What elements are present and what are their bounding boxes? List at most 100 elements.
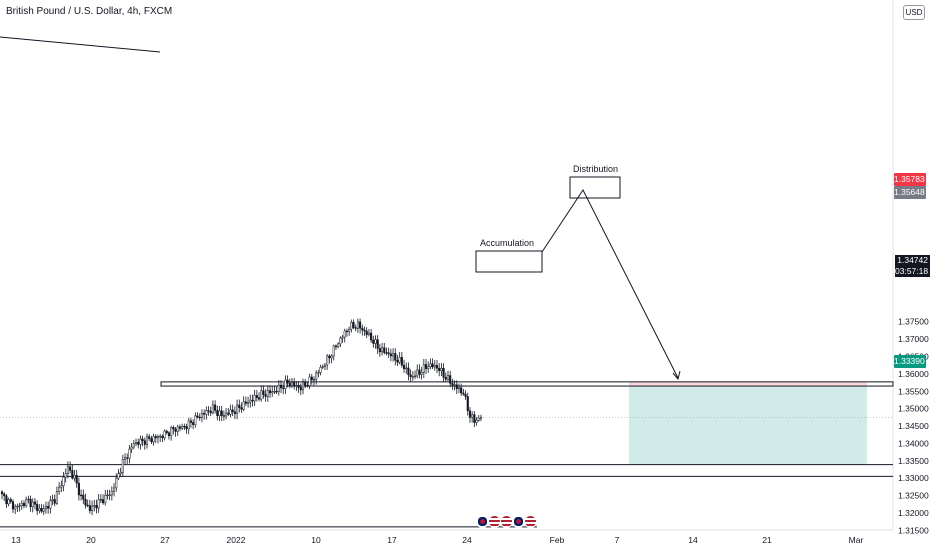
candle-body xyxy=(271,391,274,394)
distribution-box xyxy=(569,176,621,199)
candle-body xyxy=(176,426,179,432)
entry-price-label: 1.35648 xyxy=(894,186,926,199)
y-tick-label: 1.35500 xyxy=(898,386,929,396)
candle-body xyxy=(312,378,316,381)
candle-body xyxy=(214,404,217,411)
candle-body xyxy=(446,375,450,380)
candle-body xyxy=(110,491,113,496)
candle-body xyxy=(326,355,329,366)
candle-body xyxy=(277,384,280,392)
candle-body xyxy=(150,438,153,443)
candle-body xyxy=(392,353,395,357)
candle-body xyxy=(438,367,441,371)
trend-line xyxy=(0,36,161,53)
stop-loss-zone xyxy=(629,381,867,387)
x-tick-label: 21 xyxy=(762,535,772,545)
candle-body xyxy=(156,436,160,439)
candle-body xyxy=(152,436,155,443)
candle-body xyxy=(38,508,41,511)
candle-body xyxy=(424,364,428,369)
candle-body xyxy=(266,390,269,397)
candle-body xyxy=(42,508,45,512)
candle-body xyxy=(442,368,445,378)
candle-body xyxy=(387,352,390,355)
candle-body xyxy=(352,322,355,328)
candle-body xyxy=(288,382,291,387)
x-tick-label: 10 xyxy=(311,535,321,545)
candle-body xyxy=(260,390,263,400)
economic-events[interactable] xyxy=(476,515,537,528)
candle-body xyxy=(196,415,199,418)
candle-body xyxy=(418,369,421,375)
candle-body xyxy=(84,499,87,506)
y-tick-label: 1.35000 xyxy=(898,404,929,414)
candle-body xyxy=(409,374,412,378)
candle-body xyxy=(62,476,65,486)
candle-body xyxy=(203,413,206,415)
candle-body xyxy=(104,494,107,504)
candle-body xyxy=(183,425,186,428)
candle-body xyxy=(244,401,247,404)
candle-body xyxy=(163,430,166,439)
y-tick-label: 1.33000 xyxy=(898,473,929,483)
candle-body xyxy=(29,498,32,508)
candle-body xyxy=(132,443,135,448)
y-tick-label: 1.34500 xyxy=(898,421,929,431)
candle-body xyxy=(416,369,419,377)
candle-body xyxy=(187,420,190,430)
candle-body xyxy=(33,501,37,505)
y-tick-label: 1.37000 xyxy=(898,334,929,344)
candle-body xyxy=(317,372,320,374)
candle-body xyxy=(18,505,21,507)
candle-body xyxy=(60,485,63,488)
candle-body xyxy=(290,382,294,387)
candle-body xyxy=(383,347,386,353)
candle-body xyxy=(106,494,109,496)
candle-body xyxy=(334,345,337,348)
candle-body xyxy=(249,399,252,403)
candle-body xyxy=(444,377,447,380)
y-tick-label: 1.33500 xyxy=(898,456,929,466)
candle-body xyxy=(429,363,432,367)
candle-body xyxy=(262,390,265,395)
candle-body xyxy=(66,466,69,474)
candle-body xyxy=(58,486,61,492)
x-tick-label: 27 xyxy=(160,535,170,545)
candle-body xyxy=(7,499,10,505)
candle-body xyxy=(431,363,434,368)
candle-body xyxy=(455,384,458,389)
candle-body xyxy=(440,368,443,371)
y-tick-label: 1.37500 xyxy=(898,317,929,327)
candle-body xyxy=(255,395,258,399)
candle-body xyxy=(88,505,91,511)
candle-body xyxy=(11,501,15,510)
candle-body xyxy=(117,473,120,479)
candle-body xyxy=(370,332,373,341)
candle-body xyxy=(354,327,357,329)
arrow-head-icon xyxy=(672,370,681,381)
currency-badge[interactable]: USD xyxy=(903,5,925,20)
candle-body xyxy=(299,387,302,391)
candle-body xyxy=(341,336,344,339)
candle-body xyxy=(233,411,236,414)
candle-body xyxy=(192,422,195,425)
candle-body xyxy=(400,357,403,366)
candle-body xyxy=(468,410,472,418)
candle-body xyxy=(102,499,105,504)
x-tick-label: 14 xyxy=(688,535,698,545)
candle-body xyxy=(229,409,232,415)
x-tick-label: Feb xyxy=(550,535,565,545)
candle-body xyxy=(473,414,476,423)
candle-body xyxy=(205,410,208,415)
candle-body xyxy=(40,508,43,512)
candle-body xyxy=(315,372,318,380)
target-price-label: 1.33390 xyxy=(894,355,926,368)
candle-body xyxy=(137,442,140,445)
flag-us-icon[interactable] xyxy=(524,515,537,528)
candle-body xyxy=(112,487,116,492)
candle-body xyxy=(337,343,340,348)
candle-body xyxy=(398,357,401,363)
candle-body xyxy=(381,347,384,353)
candle-body xyxy=(231,409,234,412)
